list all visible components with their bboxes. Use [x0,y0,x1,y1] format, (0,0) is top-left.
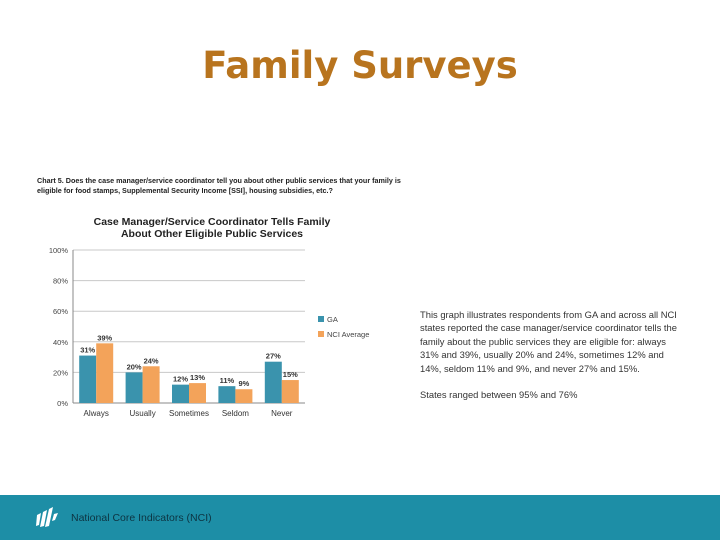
slide-title: Family Surveys [202,44,518,87]
chart-title-line: About Other Eligible Public Services [121,228,303,240]
bar-nci-average [189,383,206,403]
bar-ga [79,355,97,403]
chart-title-line: Case Manager/Service Coordinator Tells F… [94,216,331,228]
x-tick-label: Usually [129,409,155,418]
legend-swatch [318,316,324,322]
bar-value-label: 39% [97,333,112,342]
chart-container: Case Manager/Service Coordinator Tells F… [30,210,390,425]
description-panel: This graph illustrates respondents from … [420,308,682,414]
bar-value-label: 24% [144,356,159,365]
bar-value-label: 12% [173,375,188,384]
y-tick-label: 20% [53,368,68,377]
y-tick-label: 80% [53,277,68,286]
range-note: States ranged between 95% and 76% [420,389,578,401]
legend-label: NCI Average [327,330,369,339]
bar-nci-average [281,380,299,403]
x-tick-label: Never [271,409,293,418]
bar-value-label: 31% [80,346,95,355]
footer-text: National Core Indicators (NCI) [71,512,212,524]
bar-chart: Case Manager/Service Coordinator Tells F… [49,216,370,418]
chart-caption: Chart 5. Does the case manager/service c… [37,176,401,195]
bar-ga [172,384,189,403]
bar-nci-average [235,389,253,403]
bar-ga [125,372,143,403]
bar-nci-average [96,343,114,403]
y-tick-label: 40% [53,338,68,347]
y-tick-label: 60% [53,307,68,316]
bar-value-label: 13% [190,373,205,382]
bar-value-label: 9% [238,379,249,388]
y-tick-label: 100% [49,246,69,255]
bar-value-label: 20% [127,362,142,371]
bar-value-label: 15% [283,370,298,379]
bar-value-label: 11% [220,376,235,385]
x-tick-label: Sometimes [169,409,209,418]
nci-logo-icon [36,507,58,527]
x-tick-label: Always [84,409,109,418]
bar-ga [264,361,282,403]
legend-swatch [318,331,324,337]
chart-description: This graph illustrates respondents from … [420,309,677,374]
bar-ga [218,386,236,403]
x-tick-label: Seldom [222,409,249,418]
bar-nci-average [142,366,160,403]
y-tick-label: 0% [57,399,68,408]
footer-bar: National Core Indicators (NCI) [0,495,720,540]
legend-label: GA [327,315,338,324]
bar-value-label: 27% [266,352,281,361]
